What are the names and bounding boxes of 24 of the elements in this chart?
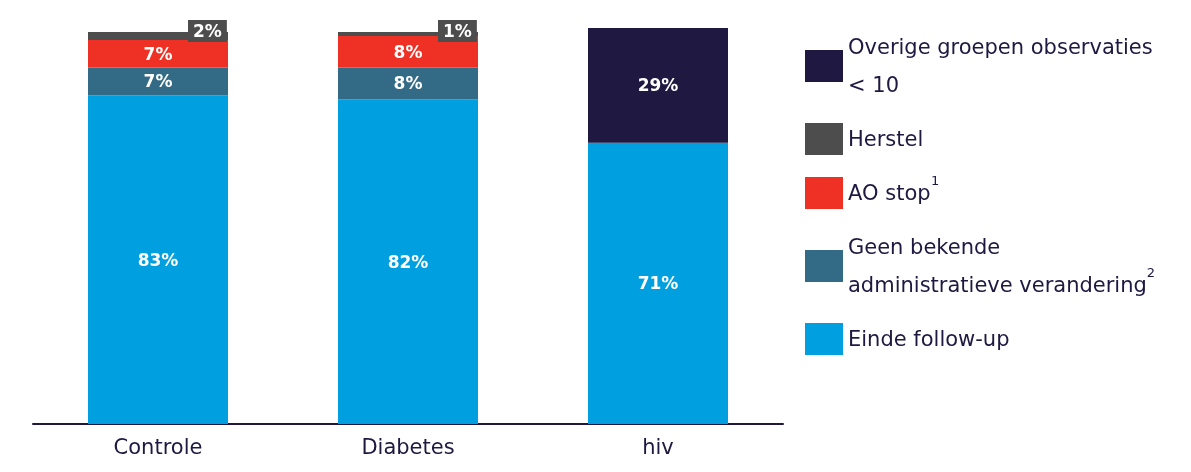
legend-label: Herstel: [848, 127, 924, 151]
bar: [88, 67, 228, 96]
bar: [338, 67, 478, 100]
bar: [88, 95, 228, 424]
data-label: 7%: [143, 71, 173, 92]
data-label: 83%: [137, 249, 179, 270]
data-label: 8%: [393, 41, 423, 62]
data-label: 2%: [193, 21, 222, 42]
bar: [588, 28, 728, 143]
bar: [338, 99, 478, 424]
legend-label: Overige groepen observaties < 10: [848, 35, 1160, 97]
bar: [588, 142, 728, 424]
bar: [88, 39, 228, 68]
x-tick-label: hiv: [642, 434, 674, 459]
bar: [338, 35, 478, 68]
legend-label: Einde follow-up: [848, 327, 1010, 351]
data-label: 71%: [637, 273, 679, 294]
x-tick-label: Controle: [113, 434, 203, 459]
data-label: 8%: [393, 73, 423, 94]
data-label: 29%: [637, 75, 679, 96]
data-label: 1%: [443, 21, 472, 42]
data-label: 82%: [387, 251, 429, 272]
data-label: 7%: [143, 43, 173, 64]
x-tick-label: Diabetes: [361, 434, 455, 459]
